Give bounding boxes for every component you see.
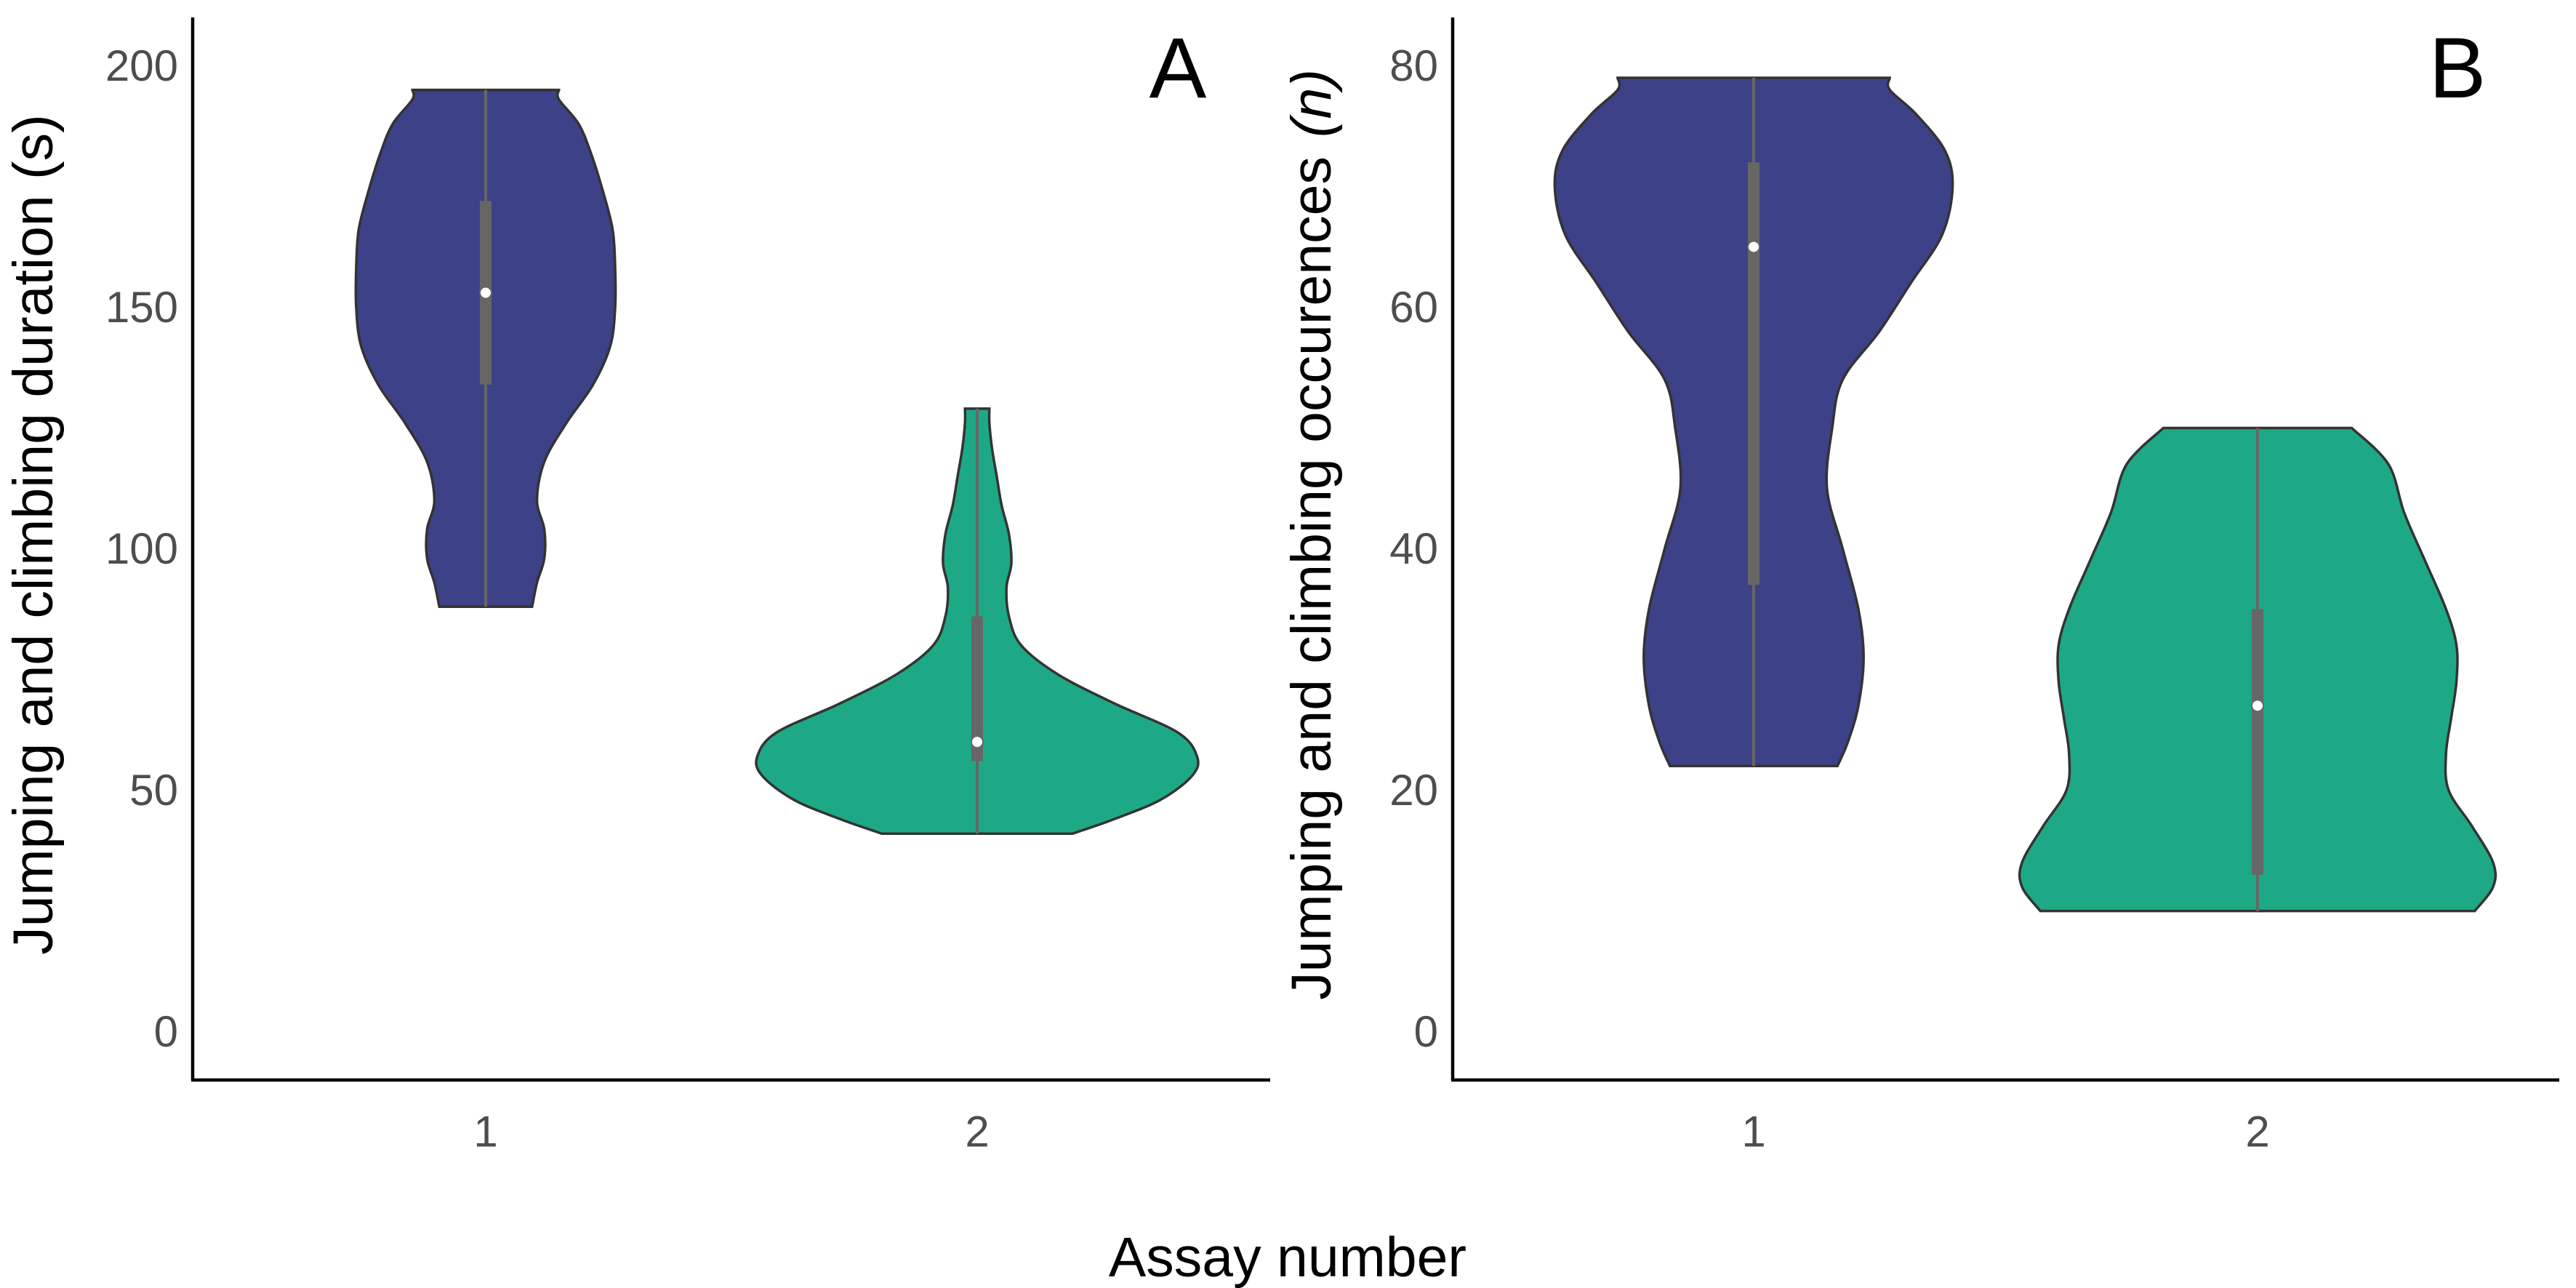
y-tick-label: 80 [1389, 41, 1438, 90]
y-tick-label: 50 [129, 766, 178, 815]
median-point [971, 735, 984, 749]
iqr-box [2252, 609, 2263, 875]
y-tick-label: 150 [105, 283, 178, 332]
y-tick-label: 100 [105, 524, 178, 573]
y-tick-label: 60 [1389, 283, 1438, 332]
iqr-box [971, 616, 983, 761]
y-tick-label: 200 [105, 41, 178, 90]
y-tick-label: 40 [1389, 524, 1438, 573]
panel-b-tag: B [2429, 20, 2487, 116]
x-tick-label: 2 [2245, 1108, 2269, 1156]
iqr-box [1748, 162, 1760, 585]
panel-b-y-axis-title-italic: (n) [1280, 69, 1343, 137]
y-tick-label: 20 [1389, 766, 1438, 815]
x-tick-label: 2 [965, 1108, 989, 1156]
median-point [2251, 699, 2264, 713]
y-tick-label: 0 [1414, 1007, 1438, 1056]
median-point [479, 286, 492, 300]
panel-a-tag: A [1149, 20, 1207, 116]
x-tick-label: 1 [473, 1108, 497, 1156]
median-point [1747, 240, 1760, 254]
panel-b-violins [1553, 76, 2497, 913]
panel-a-y-axis-title: Jumping and climbing duration (s) [2, 114, 65, 955]
x-tick-label: 1 [1741, 1108, 1765, 1156]
panel-b-y-axis-title-main: Jumping and climbing occurences [1280, 156, 1343, 1000]
panel-b-y-tick-labels: 0 20 40 60 80 [1389, 41, 1438, 1056]
panel-b-y-axis-title: Jumping and climbing occurences (n) [1280, 69, 1343, 1000]
shared-x-axis-title: Assay number [1109, 1226, 1466, 1288]
panel-a-y-tick-labels: 0 50 100 150 200 [105, 41, 178, 1056]
panel-a-violins [354, 88, 1200, 836]
y-tick-label: 0 [154, 1007, 178, 1056]
